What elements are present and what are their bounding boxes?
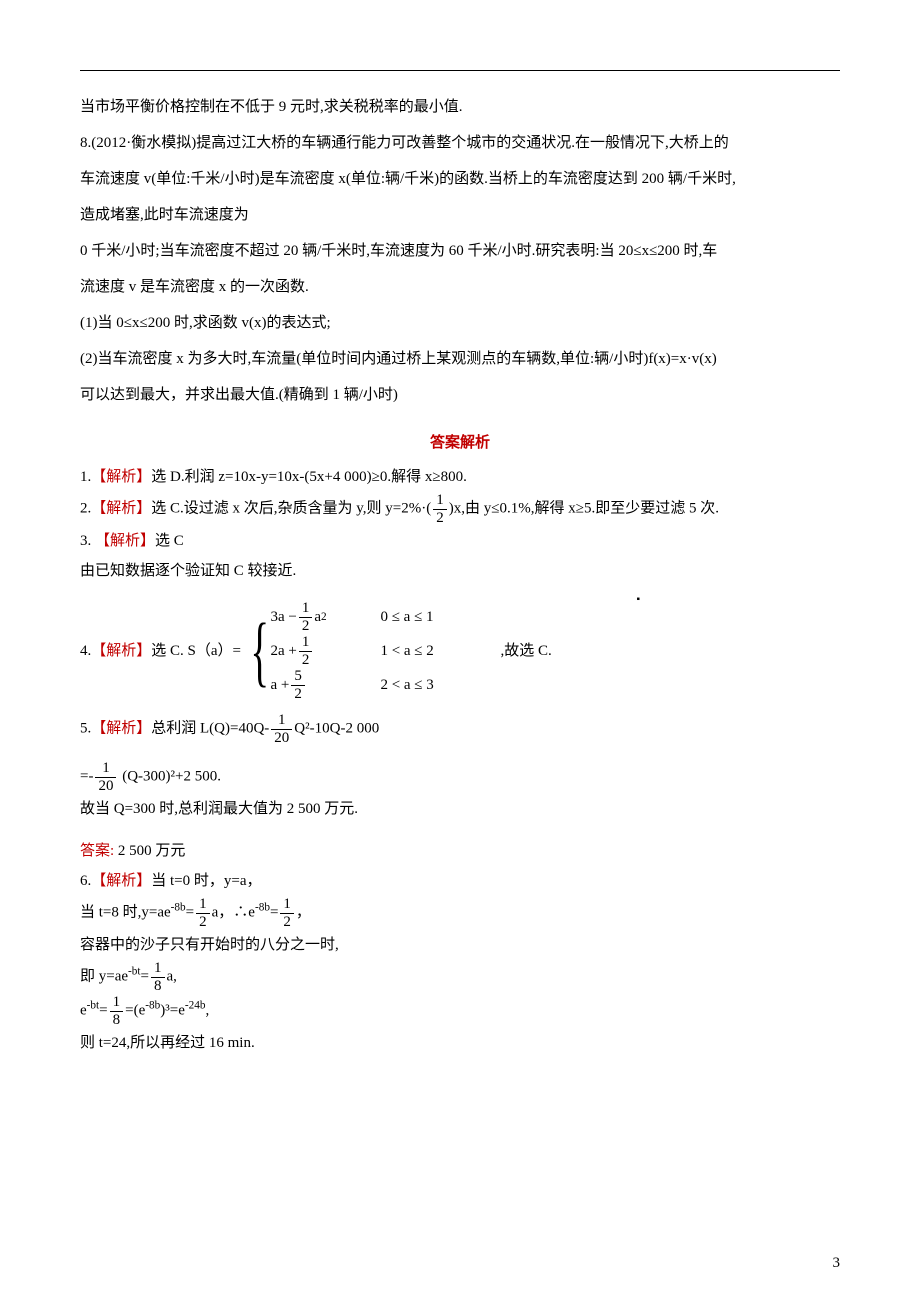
- q8-line4: 0 千米/小时;当车流密度不超过 20 辆/千米时,车流速度为 60 千米/小时…: [80, 233, 840, 269]
- answer-6: 6.【解析】当 t=0 时，y=a，: [80, 866, 840, 896]
- q8-part1: (1)当 0≤x≤200 时,求函数 v(x)的表达式;: [80, 305, 840, 341]
- a2-body-b: )x,由 y≤0.1%,解得 x≥5.即至少要过滤 5 次.: [449, 500, 719, 516]
- case-row: 2a + 12 1 < a ≤ 2: [270, 634, 500, 668]
- a1-body: 选 D.利润 z=10x-y=10x-(5x+4 000)≥0.解得 x≥800…: [151, 469, 467, 485]
- answer-6-line6: 则 t=24,所以再经过 16 min.: [80, 1028, 840, 1058]
- case-row: 3a − 12 a2 0 ≤ a ≤ 1: [270, 600, 500, 634]
- a2-tag: 【解析】: [91, 500, 151, 516]
- a6-body: 当 t=0 时，y=a，: [151, 873, 261, 889]
- case-expr: a + 52: [270, 668, 380, 702]
- answer-3-line2: 由已知数据逐个验证知 C 较接近.: [80, 556, 840, 586]
- piecewise-cases: 3a − 12 a2 0 ≤ a ≤ 1 2a + 12 1 < a ≤ 2 a: [270, 600, 500, 702]
- piecewise-function: { 3a − 12 a2 0 ≤ a ≤ 1 2a + 12 1 < a ≤ 2: [241, 600, 500, 702]
- a5-l2-b: (Q-300)²+2 500.: [122, 768, 221, 784]
- a4-body-b: ,故选 C.: [500, 636, 551, 666]
- answer-4: 4. 【解析】选 C. S（a）= { 3a − 12 a2 0 ≤ a ≤ 1…: [80, 596, 840, 706]
- a5-ans-val: 2 500 万元: [114, 843, 185, 859]
- a5-frac2: 120: [95, 760, 116, 794]
- a5-ans-label: 答案:: [80, 843, 114, 859]
- left-brace-icon: {: [250, 616, 269, 686]
- answers-title: 答案解析: [80, 431, 840, 452]
- answer-5-final: 答案: 2 500 万元: [80, 836, 840, 866]
- answer-3: 3. 【解析】选 C: [80, 526, 840, 556]
- a3-pre: 3.: [80, 533, 95, 549]
- q8-line2: 车流速度 v(单位:千米/小时)是车流密度 x(单位:辆/千米)的函数.当桥上的…: [80, 161, 840, 197]
- a1-tag: 【解析】: [91, 469, 151, 485]
- q8-part2b: 可以达到最大，并求出最大值.(精确到 1 辆/小时): [80, 377, 840, 413]
- answer-6-line2: 当 t=8 时,y=ae-8b=12a，∴e-8b=12，: [80, 896, 840, 930]
- a5-body-b: Q²-10Q-2 000: [294, 720, 379, 736]
- case-expr: 2a + 12: [270, 634, 380, 668]
- a5-pre: 5.: [80, 720, 91, 736]
- intro-line: 当市场平衡价格控制在不低于 9 元时,求关税税率的最小值.: [80, 89, 840, 125]
- a2-frac: 12: [433, 492, 447, 526]
- a5-body-a: 总利润 L(Q)=40Q-: [151, 720, 269, 736]
- answer-2: 2.【解析】选 C.设过滤 x 次后,杂质含量为 y,则 y=2%·(12)x,…: [80, 492, 840, 526]
- answer-6-line5: e-bt=18=(e-8b)³=e-24b,: [80, 994, 840, 1028]
- document-page: 当市场平衡价格控制在不低于 9 元时,求关税税率的最小值. 8.(2012·衡水…: [0, 0, 920, 1302]
- a4-body-a: 选 C. S（a）=: [151, 636, 241, 666]
- a3-tag: 【解析】: [95, 533, 155, 549]
- a1-pre: 1.: [80, 469, 91, 485]
- answer-5-line2: =-120 (Q-300)²+2 500.: [80, 760, 840, 794]
- q8-part2a: (2)当车流密度 x 为多大时,车流量(单位时间内通过桥上某观测点的车辆数,单位…: [80, 341, 840, 377]
- a2-body-a: 选 C.设过滤 x 次后,杂质含量为 y,则 y=2%·(: [151, 500, 431, 516]
- a4-pre: 4.: [80, 636, 91, 666]
- a5-l2-a: =-: [80, 768, 93, 784]
- page-number: 3: [833, 1255, 841, 1272]
- a5-frac1: 120: [271, 712, 292, 746]
- answer-5-line3: 故当 Q=300 时,总利润最大值为 2 500 万元.: [80, 794, 840, 824]
- square-marker-icon: ▪: [636, 590, 640, 610]
- answer-1: 1.【解析】选 D.利润 z=10x-y=10x-(5x+4 000)≥0.解得…: [80, 462, 840, 492]
- q8-line3: 造成堵塞,此时车流速度为: [80, 197, 840, 233]
- answer-5: 5.【解析】总利润 L(Q)=40Q-120Q²-10Q-2 000: [80, 712, 840, 746]
- a4-tag: 【解析】: [91, 636, 151, 666]
- a2-pre: 2.: [80, 500, 91, 516]
- answer-6-line4: 即 y=ae-bt=18a,: [80, 960, 840, 994]
- a3-body: 选 C: [155, 533, 184, 549]
- answer-6-line3: 容器中的沙子只有开始时的八分之一时,: [80, 930, 840, 960]
- a6-pre: 6.: [80, 873, 91, 889]
- a6-tag: 【解析】: [91, 873, 151, 889]
- a5-tag: 【解析】: [91, 720, 151, 736]
- case-row: a + 52 2 < a ≤ 3: [270, 668, 500, 702]
- top-rule: [80, 70, 840, 71]
- q8-line1: 8.(2012·衡水模拟)提高过江大桥的车辆通行能力可改善整个城市的交通状况.在…: [80, 125, 840, 161]
- case-expr: 3a − 12 a2: [270, 600, 380, 634]
- q8-line5: 流速度 v 是车流密度 x 的一次函数.: [80, 269, 840, 305]
